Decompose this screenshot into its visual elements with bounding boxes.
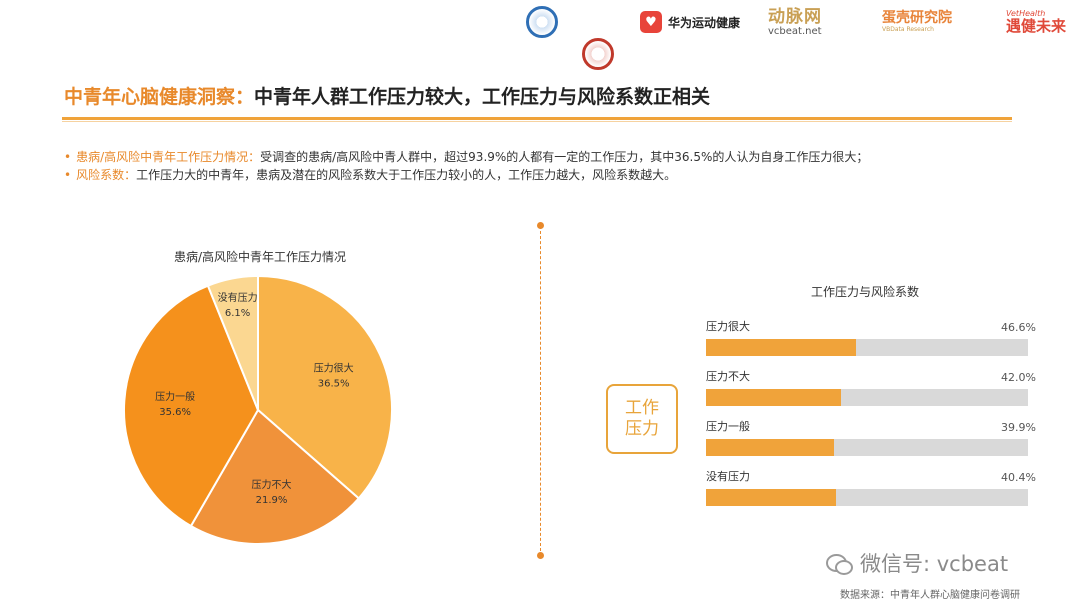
bullet-item: • 风险系数：工作压力大的中青年，患病及潜在的风险系数大于工作压力较小的人，工作压…	[64, 166, 868, 184]
page-title-main: 中青年人群工作压力较大，工作压力与风险系数正相关	[254, 86, 711, 108]
bar-value-label: 46.6%	[1001, 321, 1036, 334]
bar	[706, 389, 842, 406]
bar-row: 压力不大 42.0%	[706, 368, 1036, 408]
bullet-text: 工作压力大的中青年，患病及潜在的风险系数大于工作压力较小的人，工作压力越大，风险…	[136, 168, 677, 182]
pie-slice-label: 压力很大	[314, 362, 354, 375]
bullet-dot-icon: •	[64, 150, 72, 164]
bar-category-label: 没有压力	[706, 470, 750, 483]
divider-dot-top	[537, 222, 544, 229]
vbr-logo-cn: 蛋壳研究院	[882, 10, 952, 26]
data-source-note: 数据来源：中青年人群心脑健康问卷调研	[840, 590, 1020, 601]
pie-slice-value: 35.6%	[159, 407, 191, 418]
bullet-text: 受调查的患病/高风险中青人群中，超过93.9%的人都有一定的工作压力，其中36.…	[260, 150, 869, 164]
huawei-health-logo: ♥ 华为运动健康	[640, 4, 740, 40]
bullet-dot-icon: •	[64, 168, 72, 182]
wechat-watermark: 微信号: vcbeat	[826, 548, 1008, 578]
vbr-logo-en: VBData Research	[882, 26, 934, 33]
heart-icon: ♥	[640, 11, 662, 33]
pie-slice-label: 没有压力	[218, 291, 258, 304]
bar-track	[706, 389, 1028, 406]
bar	[706, 339, 857, 356]
yjwl-logo-en: VetHealth	[1006, 9, 1046, 18]
title-underline	[62, 117, 1012, 120]
section-divider	[540, 226, 541, 556]
bar	[706, 439, 835, 456]
title-underline-thin	[62, 121, 1012, 122]
bar-category-label: 压力不大	[706, 370, 750, 383]
bar-chart-title: 工作压力与风险系数	[810, 285, 919, 299]
yjwl-logo: VetHealth 遇健未来	[1006, 4, 1066, 40]
wechat-id: 微信号: vcbeat	[860, 552, 1009, 576]
bullet-label: 患病/高风险中青年工作压力情况：	[76, 150, 261, 164]
pie-slice	[189, 408, 361, 545]
page-title-highlight: 中青年心脑健康洞察：	[64, 86, 255, 108]
bar-value-label: 40.4%	[1001, 471, 1036, 484]
vcbeat-logo-cn: 动脉网	[768, 6, 822, 27]
bullet-item: • 患病/高风险中青年工作压力情况：受调查的患病/高风险中青人群中，超过93.9%…	[64, 148, 868, 166]
bar-track	[706, 439, 1028, 456]
pie-slice	[206, 274, 259, 411]
pie-slice-value: 36.5%	[318, 379, 350, 390]
pie-slice-label: 压力不大	[251, 478, 291, 491]
yjwl-logo-cn: 遇健未来	[1006, 17, 1067, 35]
pie-slice	[257, 274, 393, 500]
bar-row: 压力一般 39.9%	[706, 418, 1036, 458]
bar-category-label: 压力一般	[706, 420, 750, 433]
bullet-label: 风险系数：	[76, 168, 137, 182]
divider-dot-bottom	[537, 552, 544, 559]
work-pressure-axis-label: 工作压力	[625, 398, 659, 439]
bar	[706, 489, 837, 506]
bar-row: 压力很大 46.6%	[706, 318, 1036, 358]
bar-value-label: 39.9%	[1001, 421, 1036, 434]
page-title: 中青年心脑健康洞察：中青年人群工作压力较大，工作压力与风险系数正相关	[64, 82, 710, 109]
pie-slice-label: 压力一般	[155, 390, 195, 403]
bar-category-label: 压力很大	[706, 320, 750, 333]
vbr-logo: 蛋壳研究院 VBData Research	[882, 4, 952, 40]
hospital-seal-logo	[582, 38, 614, 70]
vcbeat-logo: 动脉网 vcbeat.net	[768, 4, 822, 40]
university-seal-logo	[526, 6, 558, 38]
pie-chart-title: 患病/高风险中青年工作压力情况	[173, 250, 347, 264]
work-pressure-axis-tag: 工作压力	[606, 384, 678, 454]
pie-chart: 压力很大 36.5% 压力不大 21.9% 压力一般 35.6% 没有压力 6.1%	[123, 274, 393, 545]
bar-row: 没有压力 40.4%	[706, 468, 1036, 508]
summary-bullets: • 患病/高风险中青年工作压力情况：受调查的患病/高风险中青人群中，超过93.9%…	[64, 148, 868, 184]
vcbeat-logo-en: vcbeat.net	[768, 25, 822, 37]
huawei-health-label: 华为运动健康	[668, 15, 741, 30]
pie-slice-value: 6.1%	[225, 308, 250, 319]
pie-slice-value: 21.9%	[256, 495, 288, 506]
bar-track	[706, 339, 1028, 356]
wechat-icon	[826, 552, 853, 575]
bar-track	[706, 489, 1028, 506]
pie-slice	[123, 284, 260, 528]
partner-logos: ♥ 华为运动健康 动脉网 vcbeat.net 蛋壳研究院 VBData Res…	[520, 4, 1080, 70]
bar-value-label: 42.0%	[1001, 371, 1036, 384]
